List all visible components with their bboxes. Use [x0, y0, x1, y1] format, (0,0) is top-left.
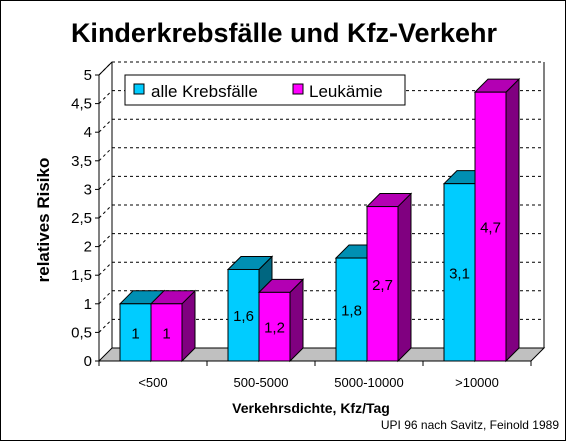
- y-tick-label: 3,5: [71, 153, 92, 170]
- legend: alle Krebsfälle Leukämie: [124, 74, 406, 106]
- bar-leukaemie: [474, 91, 507, 362]
- back-wall: [99, 62, 544, 361]
- bar-side-leukaemie: [397, 192, 412, 363]
- bar-leukaemie: [150, 303, 183, 362]
- bar-alle-krebsfaelle: [443, 183, 476, 362]
- chart-back-wall: [97, 62, 546, 362]
- y-tick-label: 4,5: [71, 96, 92, 113]
- bar-alle-krebsfaelle: [119, 303, 152, 362]
- data-labels: 1 1,6 1,8 3,1 1 1,2 2,7 4,7: [131, 220, 501, 343]
- data-label-leukaemie: 4,7: [480, 220, 501, 237]
- legend-swatch-alle-krebsfaelle: [133, 83, 145, 95]
- bars: [118, 77, 521, 363]
- bar-alle-krebsfaelle: [335, 257, 368, 362]
- bar-side-leukaemie: [505, 77, 520, 363]
- bar-leukaemie: [366, 206, 399, 362]
- legend-box: [124, 74, 406, 106]
- y-tick-label: 1,5: [71, 267, 92, 284]
- axes: 0 0,5 1 1,5 2 2,5 3 3,5 4 4,5 5 <500 500-5000 5000-10…: [71, 61, 532, 390]
- y-tick-label: 0,5: [71, 324, 92, 341]
- bar-leukaemie: [258, 291, 291, 362]
- y-tick-label: 3: [84, 181, 92, 198]
- data-label-leukaemie: 2,7: [372, 277, 393, 294]
- y-tick-label: 2,5: [71, 210, 92, 227]
- x-tick-label: >10000: [455, 375, 499, 390]
- data-label-leukaemie: 1,2: [264, 320, 285, 337]
- data-label-leukaemie: 1: [162, 325, 170, 342]
- legend-label-leukaemie: Leukämie: [309, 82, 383, 101]
- data-label-alle-krebsfaelle: 1: [131, 325, 139, 342]
- y-axis-label: relatives Risiko: [34, 158, 53, 283]
- x-tick-label: 5000-10000: [334, 375, 403, 390]
- x-tick-label: <500: [138, 375, 167, 390]
- x-tick-label: 500-5000: [234, 375, 289, 390]
- legend-label-alle-krebsfaelle: alle Krebsfälle: [151, 82, 258, 101]
- data-label-alle-krebsfaelle: 1,6: [233, 308, 254, 325]
- x-axis-label: Verkehrsdichte, Kfz/Tag: [232, 400, 390, 416]
- y-tick-label: 1: [84, 296, 92, 313]
- y-tick-label: 5: [84, 67, 92, 84]
- data-label-alle-krebsfaelle: 1,8: [341, 303, 362, 320]
- chart-title: Kinderkrebsfälle und Kfz-Verkehr: [71, 18, 498, 48]
- bar-alle-krebsfaelle: [227, 268, 260, 362]
- y-axis-top-edge: [98, 61, 113, 76]
- y-tick-label: 4: [84, 124, 92, 141]
- legend-swatch-leukaemie: [292, 83, 304, 95]
- data-label-alle-krebsfaelle: 3,1: [449, 265, 470, 282]
- y-tick-label: 0: [84, 353, 92, 370]
- source-note: UPI 96 nach Savitz, Feinold 1989: [381, 418, 559, 432]
- bar-side-leukaemie: [289, 278, 304, 363]
- y-tick-label: 2: [84, 239, 92, 256]
